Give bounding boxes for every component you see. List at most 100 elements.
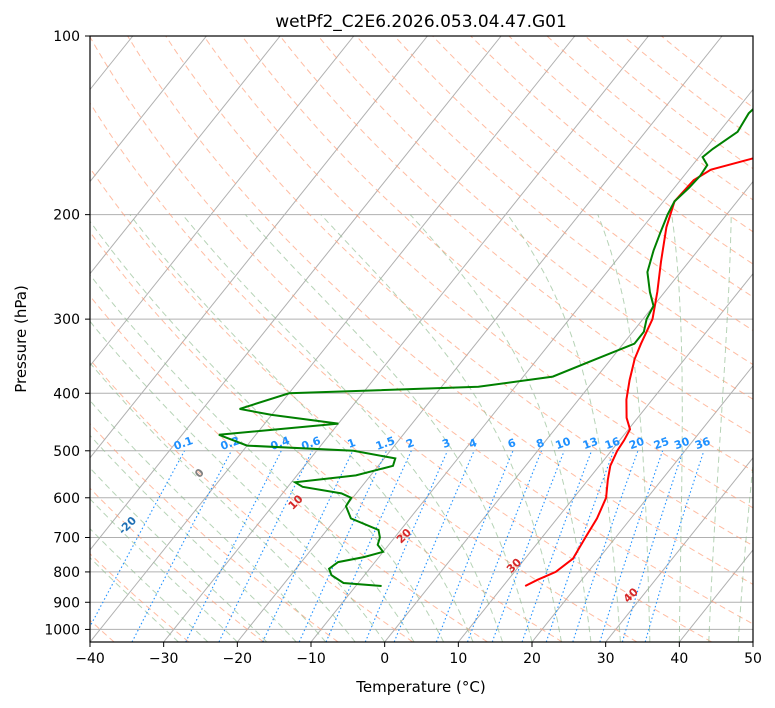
mixing-ratio-line [364,450,449,642]
y-tick-label: 600 [53,491,80,507]
dry-adiabat-line [90,553,190,642]
moist-adiabat-line [507,214,621,642]
moist-adiabat-line [182,214,503,642]
isotherm-line [163,36,649,642]
dewpoint-profile-line [218,107,753,587]
chart-title: wetPf2_C2E6.2026.053.04.47.G01 [275,12,567,32]
mixing-ratio-label: 6 [506,436,518,451]
mixing-ratio-label: 13 [581,435,600,452]
y-tick-label: 800 [53,565,80,581]
mixing-ratio-label: 30 [672,435,691,453]
isotherm-line [90,36,502,551]
dry-adiabat-line [356,36,753,366]
moist-adiabat-line [90,527,209,642]
mixing-ratio-line [644,450,705,642]
mixing-ratio-line [521,450,593,642]
moist-adiabat-line [671,214,683,642]
isotherm-line [236,36,723,642]
mixing-ratio-label: 1 [346,436,358,451]
mixing-ratio-label: 8 [534,436,546,451]
x-tick-label: −20 [223,651,253,667]
mixing-ratio-line [131,450,232,642]
mixing-ratio-label: 10 [554,435,573,453]
mixing-ratio-label: 16 [603,435,622,453]
isotherm-line [605,457,753,642]
y-tick-label: 100 [53,29,80,45]
y-tick-label: 300 [53,312,80,328]
y-tick-label: 500 [53,444,80,460]
mixing-ratio-label: 4 [467,436,479,451]
x-tick-label: −10 [296,651,326,667]
mixing-ratio-label: 20 [627,435,646,453]
mixing-ratio-label: 0.2 [219,434,242,453]
mixing-ratio-line [599,450,664,642]
x-tick-label: 40 [670,651,688,667]
y-tick-label: 900 [53,595,80,611]
dry-adiabat-line [90,36,753,625]
moist-adiabat-line [245,214,533,642]
moist-adiabat-line [90,362,356,642]
background-grid [90,36,753,642]
moist-adiabat-line [90,434,297,642]
dry-adiabat-line [127,36,753,585]
y-axis-label: Pressure (hPa) [12,285,30,393]
moist-adiabat-line [597,214,651,642]
x-tick-label: −30 [149,651,179,667]
mixing-ratio-label: 1.5 [374,434,397,453]
mixing-ratio-line [621,450,684,642]
mixing-ratio-label: 0.1 [172,434,195,453]
y-tick-label: 200 [53,208,80,224]
moist-adiabat-line [90,274,415,642]
dry-adiabat-line [165,36,753,547]
mixing-ratio-label: 2 [404,436,416,451]
isotherm-line [90,36,355,367]
dry-adiabat-line [90,422,339,642]
mixing-ratio-line [325,450,412,642]
temperature-profile-line [524,157,753,587]
mixing-ratio-line [545,450,615,642]
moist-adiabat-line [90,467,268,642]
isotherm-line [531,364,753,642]
dry-adiabat-line [90,231,563,642]
isotherm-line [90,36,207,183]
mixing-ratio-label: 25 [652,435,671,452]
mixing-ratio-label: 3 [440,436,452,451]
dry-adiabat-line [90,358,414,642]
y-tick-label: 400 [53,386,80,402]
dry-adiabat-line [317,36,753,400]
axes: −40 −30 −20 −10 0 10 20 30 40 5010020030040050060… [44,29,762,667]
mixing-ratio-label: 36 [693,435,712,453]
moist-adiabat-line [90,498,238,642]
dry-adiabat-line [90,167,638,642]
mixing-ratio-line [491,450,565,642]
moist-adiabat-line [129,214,474,642]
mixing-ratio-line [393,450,475,642]
moist-adiabat-line [320,214,562,642]
x-tick-label: 30 [597,651,615,667]
x-axis-label: Temperature (°C) [355,678,485,696]
mixing-ratio-line [435,450,514,642]
x-tick-label: 50 [744,651,762,667]
x-tick-label: 10 [449,651,467,667]
isotherm-line [90,36,428,459]
moist-adiabat-line [708,214,732,642]
dry-adiabat-line [90,295,488,642]
mixing-ratio-line [466,450,543,642]
isotherm-line [457,272,753,642]
isotherm-line [90,36,281,275]
moist-adiabat-line [90,320,386,642]
isotherm-line [384,180,753,642]
isotherm-line [90,36,576,642]
moist-adiabat-line [90,220,445,642]
profiles [218,107,753,587]
x-tick-label: 0 [380,651,389,667]
mixing-ratio-line [185,450,282,642]
moist-adiabat-line [409,214,592,642]
moist-adiabat-line [737,459,753,642]
x-tick-label: −40 [75,651,105,667]
y-tick-label: 1000 [44,622,80,638]
mixing-ratio-line [90,450,185,628]
plot-frame [89,35,754,643]
mixing-ratio-line [572,450,639,642]
